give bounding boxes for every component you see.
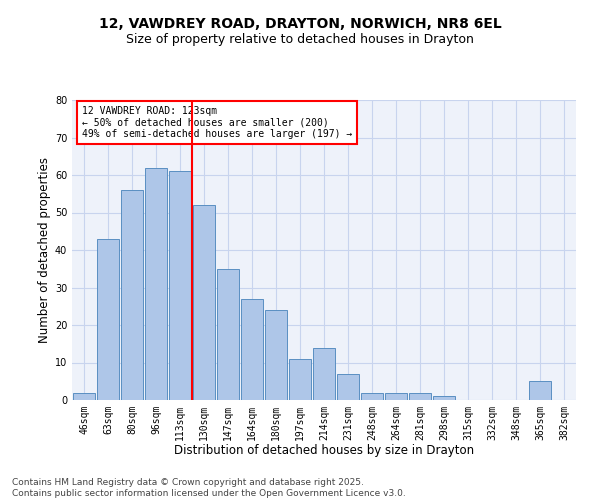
Bar — [193, 205, 215, 400]
Bar — [145, 168, 167, 400]
Bar — [313, 348, 335, 400]
Y-axis label: Number of detached properties: Number of detached properties — [38, 157, 50, 343]
Text: Contains HM Land Registry data © Crown copyright and database right 2025.
Contai: Contains HM Land Registry data © Crown c… — [12, 478, 406, 498]
Bar — [529, 381, 551, 400]
Bar — [289, 359, 311, 400]
Bar — [241, 298, 263, 400]
Text: 12, VAWDREY ROAD, DRAYTON, NORWICH, NR8 6EL: 12, VAWDREY ROAD, DRAYTON, NORWICH, NR8 … — [98, 18, 502, 32]
Bar — [361, 392, 383, 400]
Bar — [409, 392, 431, 400]
Bar — [433, 396, 455, 400]
Bar — [121, 190, 143, 400]
Text: Size of property relative to detached houses in Drayton: Size of property relative to detached ho… — [126, 32, 474, 46]
Bar — [217, 269, 239, 400]
X-axis label: Distribution of detached houses by size in Drayton: Distribution of detached houses by size … — [174, 444, 474, 458]
Bar — [169, 171, 191, 400]
Bar — [385, 392, 407, 400]
Text: 12 VAWDREY ROAD: 123sqm
← 50% of detached houses are smaller (200)
49% of semi-d: 12 VAWDREY ROAD: 123sqm ← 50% of detache… — [82, 106, 352, 139]
Bar — [265, 310, 287, 400]
Bar — [97, 239, 119, 400]
Bar — [73, 392, 95, 400]
Bar — [337, 374, 359, 400]
